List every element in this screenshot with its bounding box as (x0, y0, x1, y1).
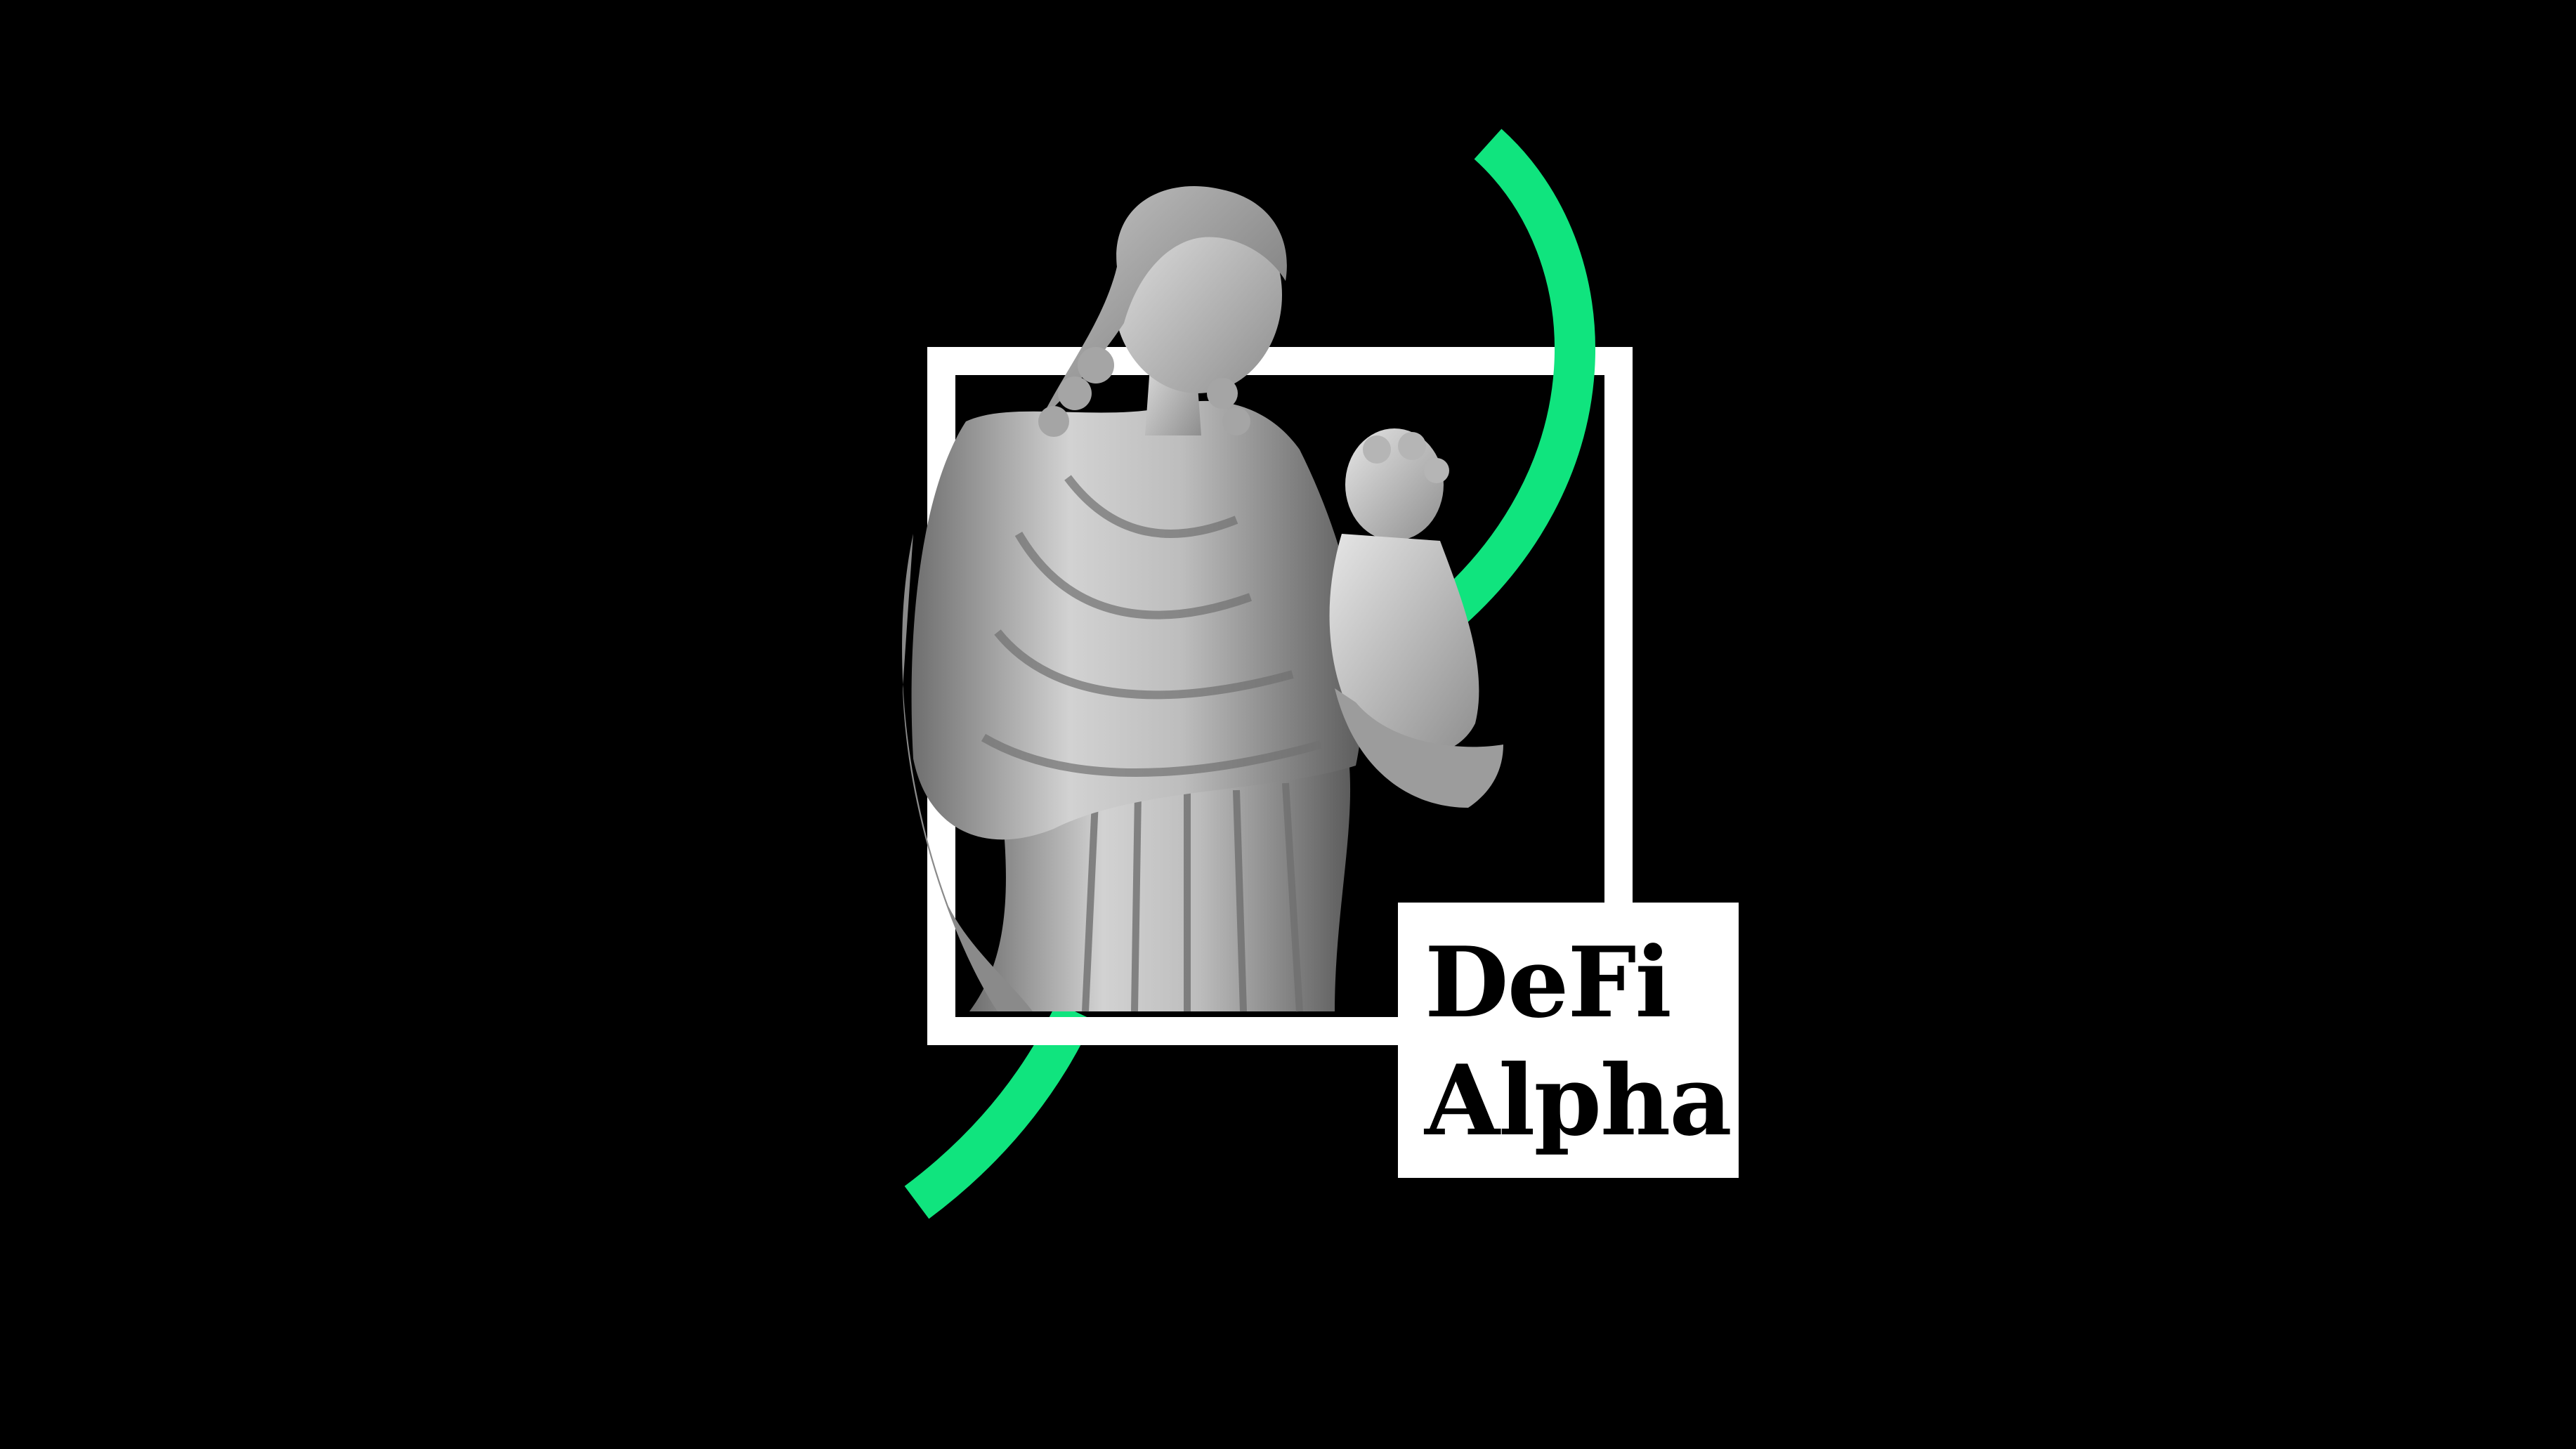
child-figure-icon (1329, 428, 1503, 808)
title-line-1: DeFi (1425, 925, 1672, 1040)
title-card: DeFi Alpha (1398, 903, 1739, 1178)
title-line-2: Alpha (1425, 1043, 1732, 1158)
green-arc-upper-icon (1420, 129, 1595, 641)
statue-icon (902, 185, 1503, 1012)
